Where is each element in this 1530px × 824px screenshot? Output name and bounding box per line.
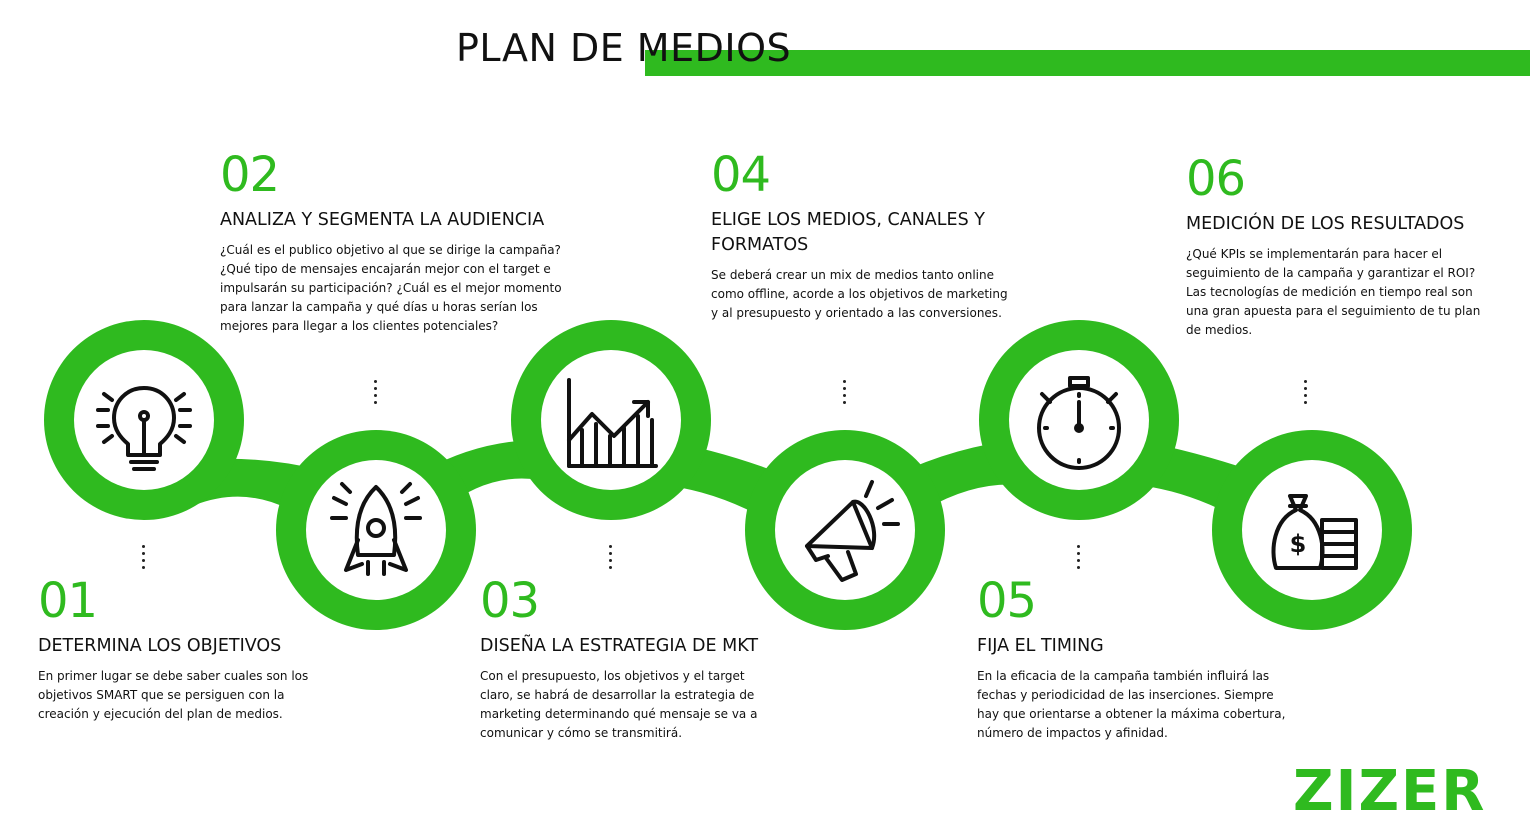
steps-chain: $ (44, 320, 1412, 630)
brand-logo: ZIZER (1293, 759, 1487, 824)
step-number: 05 (977, 573, 1037, 629)
step-number: 02 (220, 147, 280, 203)
step-description: Se deberá crear un mix de medios tanto o… (711, 268, 1008, 320)
step-number: 06 (1186, 151, 1246, 207)
dots-step-06 (1304, 380, 1308, 408)
step-02: 02 ANALIZA Y SEGMENTA LA AUDIENCIA ¿Cuál… (220, 148, 570, 336)
step-number: 04 (711, 147, 771, 203)
step-title: DETERMINA LOS OBJETIVOS (38, 636, 282, 656)
step-title: DISEÑA LA ESTRATEGIA DE MKT (480, 636, 759, 656)
dots-step-03 (609, 545, 613, 573)
step-04: 04 ELIGE LOS MEDIOS, CANALES Y FORMATOS … (711, 148, 1011, 323)
step-description: ¿Qué KPIs se implementarán para hacer el… (1186, 247, 1481, 337)
step-number: 03 (480, 573, 540, 629)
step-description: ¿Cuál es el publico objetivo al que se d… (220, 243, 562, 333)
dots-step-02 (374, 380, 378, 408)
step-title: FIJA EL TIMING (977, 636, 1104, 656)
dots-step-04 (843, 380, 847, 408)
step-03: 03 DISEÑA LA ESTRATEGIA DE MKT Con el pr… (480, 574, 780, 743)
lightbulb-icon (96, 386, 192, 471)
step-number: 01 (38, 573, 98, 629)
step-01: 01 DETERMINA LOS OBJETIVOS En primer lug… (38, 574, 338, 724)
rocket-icon (330, 482, 422, 576)
megaphone-icon (805, 480, 900, 582)
step-title: ANALIZA Y SEGMENTA LA AUDIENCIA (220, 210, 545, 230)
step-title: ELIGE LOS MEDIOS, CANALES Y FORMATOS (711, 210, 985, 255)
step-title: MEDICIÓN DE LOS RESULTADOS (1186, 214, 1465, 234)
page-title: PLAN DE MEDIOS (456, 26, 792, 70)
svg-text:$: $ (1290, 530, 1307, 558)
stopwatch-icon (1037, 376, 1121, 470)
title-accent-bar (645, 50, 1530, 76)
growth-chart-icon (567, 378, 658, 468)
step-05: 05 FIJA EL TIMING En la eficacia de la c… (977, 574, 1287, 743)
step-description: En la eficacia de la campaña también inf… (977, 669, 1286, 740)
money-bag-icon: $ (1271, 494, 1358, 570)
step-06: 06 MEDICIÓN DE LOS RESULTADOS ¿Qué KPIs … (1186, 152, 1486, 340)
step-description: Con el presupuesto, los objetivos y el t… (480, 669, 758, 740)
dots-step-05 (1077, 545, 1081, 573)
dots-step-01 (142, 545, 146, 573)
step-description: En primer lugar se debe saber cuales son… (38, 669, 309, 721)
